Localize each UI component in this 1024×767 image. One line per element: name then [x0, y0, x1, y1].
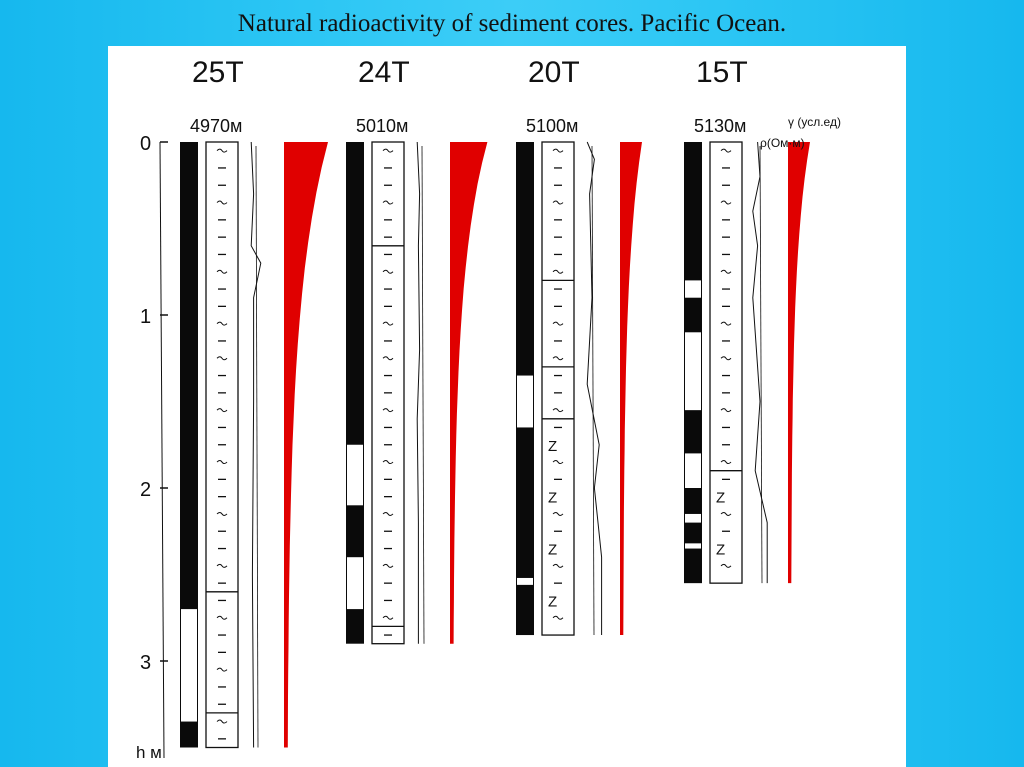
lithology-light-interval: [347, 557, 363, 610]
lithology-column: [541, 141, 575, 636]
depth-axis: 0 1 2 3 h м: [136, 133, 168, 762]
lithology-wave: [552, 460, 564, 465]
lithology-wave: [382, 200, 394, 205]
lithology-wave: [720, 563, 732, 568]
lithology-wave: [552, 408, 564, 413]
lithology-wave: [552, 511, 564, 516]
core-name-label: 25T: [192, 56, 244, 89]
lithology-light-interval: [685, 280, 701, 298]
resistivity-curve: [250, 141, 262, 748]
resistivity-baseline: [591, 145, 595, 636]
core-name-label: 24T: [358, 56, 410, 89]
lithology-wave: [720, 321, 732, 326]
resistivity-baseline: [255, 145, 259, 748]
lithology-wave: [216, 148, 228, 153]
resistivity-baseline: [759, 145, 763, 584]
slide-title: Natural radioactivity of sediment cores.…: [237, 10, 787, 37]
core-depth-label: 5130м: [694, 116, 746, 136]
lithology-wave: [720, 408, 732, 413]
core-20T: 20T 5100м Z Z Z Z: [516, 56, 642, 636]
legend-rho: ρ(Ом·м): [760, 136, 805, 150]
lithology-wave: [720, 460, 732, 465]
lithology-wave: [216, 563, 228, 568]
lithology-light-interval: [347, 444, 363, 506]
lithology-wave: [720, 148, 732, 153]
core-diagram: 0 1 2 3 h м 25T 4970м 24T 5010м 20T 5100м Z Z Z Z 15T 5…: [136, 56, 841, 762]
lithology-wave: [382, 615, 394, 620]
lithology-light-interval: [181, 609, 197, 722]
core-15T: 15T 5130м Z Z: [684, 56, 810, 584]
lithology-wave: [382, 321, 394, 326]
lithology-column: [709, 141, 743, 584]
lithology-light-interval: [685, 453, 701, 488]
z-symbol: Z: [548, 490, 557, 507]
lithology-wave: [216, 356, 228, 361]
lithology-wave: [382, 563, 394, 568]
lithology-wave: [382, 356, 394, 361]
depth-tick-label: 0: [140, 133, 151, 155]
core-24T: 24T 5010м: [346, 56, 488, 645]
lithology-light-interval: [685, 332, 701, 411]
lithology-wave: [552, 356, 564, 361]
lithology-wave: [720, 356, 732, 361]
resistivity-curve: [752, 141, 768, 584]
lithology-wave: [552, 148, 564, 153]
lithology-wave: [552, 269, 564, 274]
gamma-profile: [450, 142, 488, 644]
lithology-light-interval: [685, 513, 701, 523]
depth-axis-line: [159, 141, 165, 759]
resistivity-baseline: [421, 145, 425, 644]
lithology-wave: [382, 269, 394, 274]
lithology-light-interval: [685, 543, 701, 549]
lithology-wave: [216, 321, 228, 326]
lithology-wave: [552, 200, 564, 205]
lithology-wave: [216, 269, 228, 274]
depth-tick-label: 3: [140, 652, 151, 674]
lithology-wave: [216, 408, 228, 413]
resistivity-curve: [416, 141, 421, 644]
lithology-light-interval: [517, 577, 533, 585]
lithology-wave: [382, 511, 394, 516]
lithology-wave: [216, 200, 228, 205]
lithology-wave: [720, 511, 732, 516]
lithology-wave: [552, 615, 564, 620]
lithology-dark-bar: [180, 142, 198, 748]
lithology-wave: [382, 460, 394, 465]
gamma-profile: [284, 142, 328, 748]
z-symbol: Z: [716, 490, 725, 507]
z-symbol: Z: [548, 542, 557, 559]
lithology-wave: [216, 615, 228, 620]
lithology-dark-bar: [346, 142, 364, 644]
core-depth-label: 5010м: [356, 116, 408, 136]
lithology-wave: [216, 460, 228, 465]
lithology-wave: [382, 148, 394, 153]
z-symbol: Z: [548, 593, 557, 610]
lithology-wave: [552, 321, 564, 326]
resistivity-curve: [586, 141, 603, 635]
core-25T: 25T 4970м: [180, 56, 328, 749]
lithology-wave: [216, 511, 228, 516]
depth-tick-label: 2: [140, 479, 151, 501]
gamma-profile: [788, 142, 810, 584]
depth-unit-label: h м: [136, 743, 162, 762]
core-depth-label: 5100м: [526, 116, 578, 136]
figure-panel: 0 1 2 3 h м 25T 4970м 24T 5010м 20T 5100м Z Z Z Z 15T 5…: [108, 46, 906, 767]
lithology-light-interval: [517, 375, 533, 428]
core-name-label: 20T: [528, 56, 580, 89]
lithology-wave: [720, 200, 732, 205]
z-symbol: Z: [548, 438, 557, 455]
legend-gamma: γ (усл.ед): [788, 115, 841, 129]
cores-group: 25T 4970м 24T 5010м 20T 5100м Z Z Z Z 15T 5130м Z Z: [180, 56, 810, 749]
z-symbol: Z: [716, 542, 725, 559]
lithology-wave: [216, 719, 228, 724]
core-depth-label: 4970м: [190, 116, 242, 136]
lithology-wave: [720, 269, 732, 274]
depth-tick-label: 1: [140, 306, 151, 328]
lithology-wave: [552, 563, 564, 568]
legend: γ (усл.ед) ρ(Ом·м): [760, 115, 841, 150]
lithology-wave: [216, 667, 228, 672]
core-name-label: 15T: [696, 56, 748, 89]
lithology-wave: [382, 408, 394, 413]
gamma-profile: [620, 142, 642, 636]
